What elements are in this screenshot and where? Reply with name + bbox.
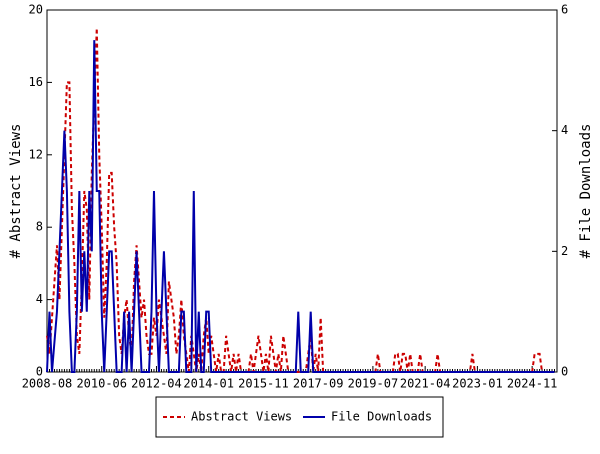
y-tick-label: 8: [36, 220, 43, 234]
y-tick-label: 20: [29, 3, 43, 17]
y2-tick-label: 0: [561, 365, 568, 379]
legend: [155, 396, 444, 438]
x-tick-label: 2023-01: [452, 377, 503, 391]
y2-axis-label: # File Downloads: [578, 124, 594, 259]
x-tick-label: 2015-11: [238, 377, 289, 391]
x-tick-label: 2012-04: [131, 377, 182, 391]
x-tick-label: 2024-11: [507, 377, 558, 391]
y2-tick-label: 4: [561, 123, 568, 137]
x-tick-label: 2019-07: [348, 377, 399, 391]
x-tick-label: 2010-06: [76, 377, 127, 391]
x-tick-label: 2017-09: [293, 377, 344, 391]
x-tick-label: 2021-04: [400, 377, 451, 391]
x-tick-label: 2008-08: [22, 377, 73, 391]
y2-tick-label: 2: [561, 244, 568, 258]
y2-tick-label: 6: [561, 3, 568, 17]
series-line: [46, 40, 555, 373]
y-tick-label: 12: [29, 147, 43, 161]
legend-label: File Downloads: [331, 410, 432, 424]
y-tick-label: 16: [29, 75, 43, 89]
y-axis-label: # Abstract Views: [8, 124, 24, 259]
y-tick-label: 0: [36, 365, 43, 379]
y-tick-label: 4: [36, 292, 43, 306]
legend-label: Abstract Views: [191, 410, 292, 424]
x-tick-label: 2014-01: [183, 377, 234, 391]
